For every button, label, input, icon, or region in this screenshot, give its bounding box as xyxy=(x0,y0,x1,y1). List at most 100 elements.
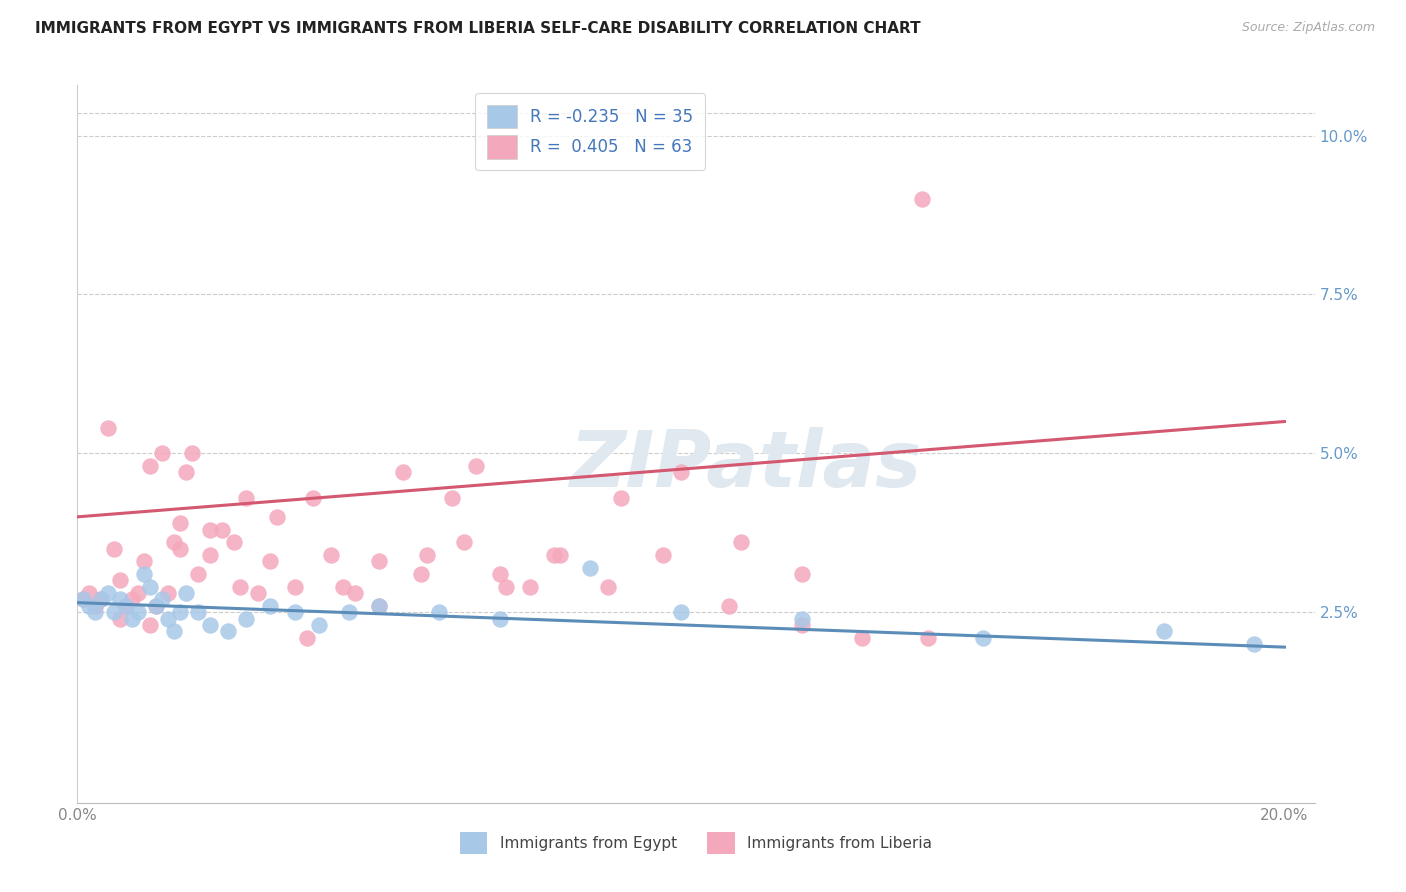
Point xyxy=(411,567,433,582)
Point xyxy=(127,605,149,619)
Point xyxy=(163,535,186,549)
Point xyxy=(790,567,813,582)
Point xyxy=(295,631,318,645)
Point xyxy=(368,599,391,613)
Point xyxy=(139,618,162,632)
Point xyxy=(259,599,281,613)
Point xyxy=(247,586,270,600)
Point xyxy=(217,624,239,639)
Point xyxy=(198,523,221,537)
Point xyxy=(488,611,510,625)
Point xyxy=(150,446,173,460)
Point xyxy=(229,580,252,594)
Point xyxy=(139,458,162,473)
Point xyxy=(259,554,281,568)
Point xyxy=(579,560,602,574)
Point xyxy=(127,586,149,600)
Point xyxy=(392,466,415,480)
Point xyxy=(90,592,112,607)
Point xyxy=(145,599,167,613)
Point xyxy=(284,580,307,594)
Point xyxy=(187,605,209,619)
Point xyxy=(911,192,934,206)
Point xyxy=(132,567,155,582)
Point xyxy=(224,535,246,549)
Point xyxy=(548,548,571,562)
Point xyxy=(72,592,94,607)
Point xyxy=(103,605,125,619)
Point xyxy=(337,605,360,619)
Point xyxy=(1153,624,1175,639)
Point xyxy=(368,554,391,568)
Point xyxy=(96,421,118,435)
Point xyxy=(790,611,813,625)
Point xyxy=(174,586,197,600)
Point xyxy=(132,554,155,568)
Point xyxy=(103,541,125,556)
Point xyxy=(488,567,510,582)
Point xyxy=(156,611,179,625)
Point xyxy=(79,599,101,613)
Point xyxy=(150,592,173,607)
Point xyxy=(121,592,143,607)
Point xyxy=(972,631,994,645)
Point xyxy=(332,580,354,594)
Point xyxy=(609,491,631,505)
Point xyxy=(114,599,136,613)
Point xyxy=(79,586,101,600)
Point xyxy=(669,605,692,619)
Point xyxy=(169,541,191,556)
Point xyxy=(1243,637,1265,651)
Text: ZIPatlas: ZIPatlas xyxy=(569,427,921,503)
Point xyxy=(651,548,673,562)
Point xyxy=(464,458,486,473)
Point xyxy=(90,592,112,607)
Legend: Immigrants from Egypt, Immigrants from Liberia: Immigrants from Egypt, Immigrants from L… xyxy=(454,826,938,860)
Text: IMMIGRANTS FROM EGYPT VS IMMIGRANTS FROM LIBERIA SELF-CARE DISABILITY CORRELATIO: IMMIGRANTS FROM EGYPT VS IMMIGRANTS FROM… xyxy=(35,21,921,36)
Point xyxy=(235,611,257,625)
Point xyxy=(169,516,191,531)
Point xyxy=(917,631,939,645)
Point xyxy=(181,446,204,460)
Point xyxy=(174,466,197,480)
Point xyxy=(319,548,342,562)
Point xyxy=(108,574,131,588)
Point xyxy=(429,605,451,619)
Point xyxy=(266,509,288,524)
Point xyxy=(790,618,813,632)
Point xyxy=(108,611,131,625)
Point xyxy=(416,548,439,562)
Point xyxy=(198,618,221,632)
Point xyxy=(519,580,541,594)
Point xyxy=(368,599,391,613)
Text: Source: ZipAtlas.com: Source: ZipAtlas.com xyxy=(1241,21,1375,34)
Point xyxy=(163,624,186,639)
Point xyxy=(198,548,221,562)
Point xyxy=(84,605,107,619)
Point xyxy=(543,548,565,562)
Point xyxy=(301,491,323,505)
Point xyxy=(211,523,233,537)
Point xyxy=(169,605,191,619)
Point xyxy=(453,535,475,549)
Point xyxy=(84,599,107,613)
Point xyxy=(851,631,873,645)
Point xyxy=(114,599,136,613)
Point xyxy=(72,592,94,607)
Point xyxy=(139,580,162,594)
Point xyxy=(440,491,463,505)
Point xyxy=(308,618,330,632)
Point xyxy=(495,580,517,594)
Point xyxy=(343,586,366,600)
Point xyxy=(669,466,692,480)
Point xyxy=(145,599,167,613)
Point xyxy=(187,567,209,582)
Point xyxy=(718,599,741,613)
Point xyxy=(84,599,107,613)
Point xyxy=(235,491,257,505)
Point xyxy=(284,605,307,619)
Point xyxy=(156,586,179,600)
Point xyxy=(108,592,131,607)
Point xyxy=(96,586,118,600)
Point xyxy=(598,580,620,594)
